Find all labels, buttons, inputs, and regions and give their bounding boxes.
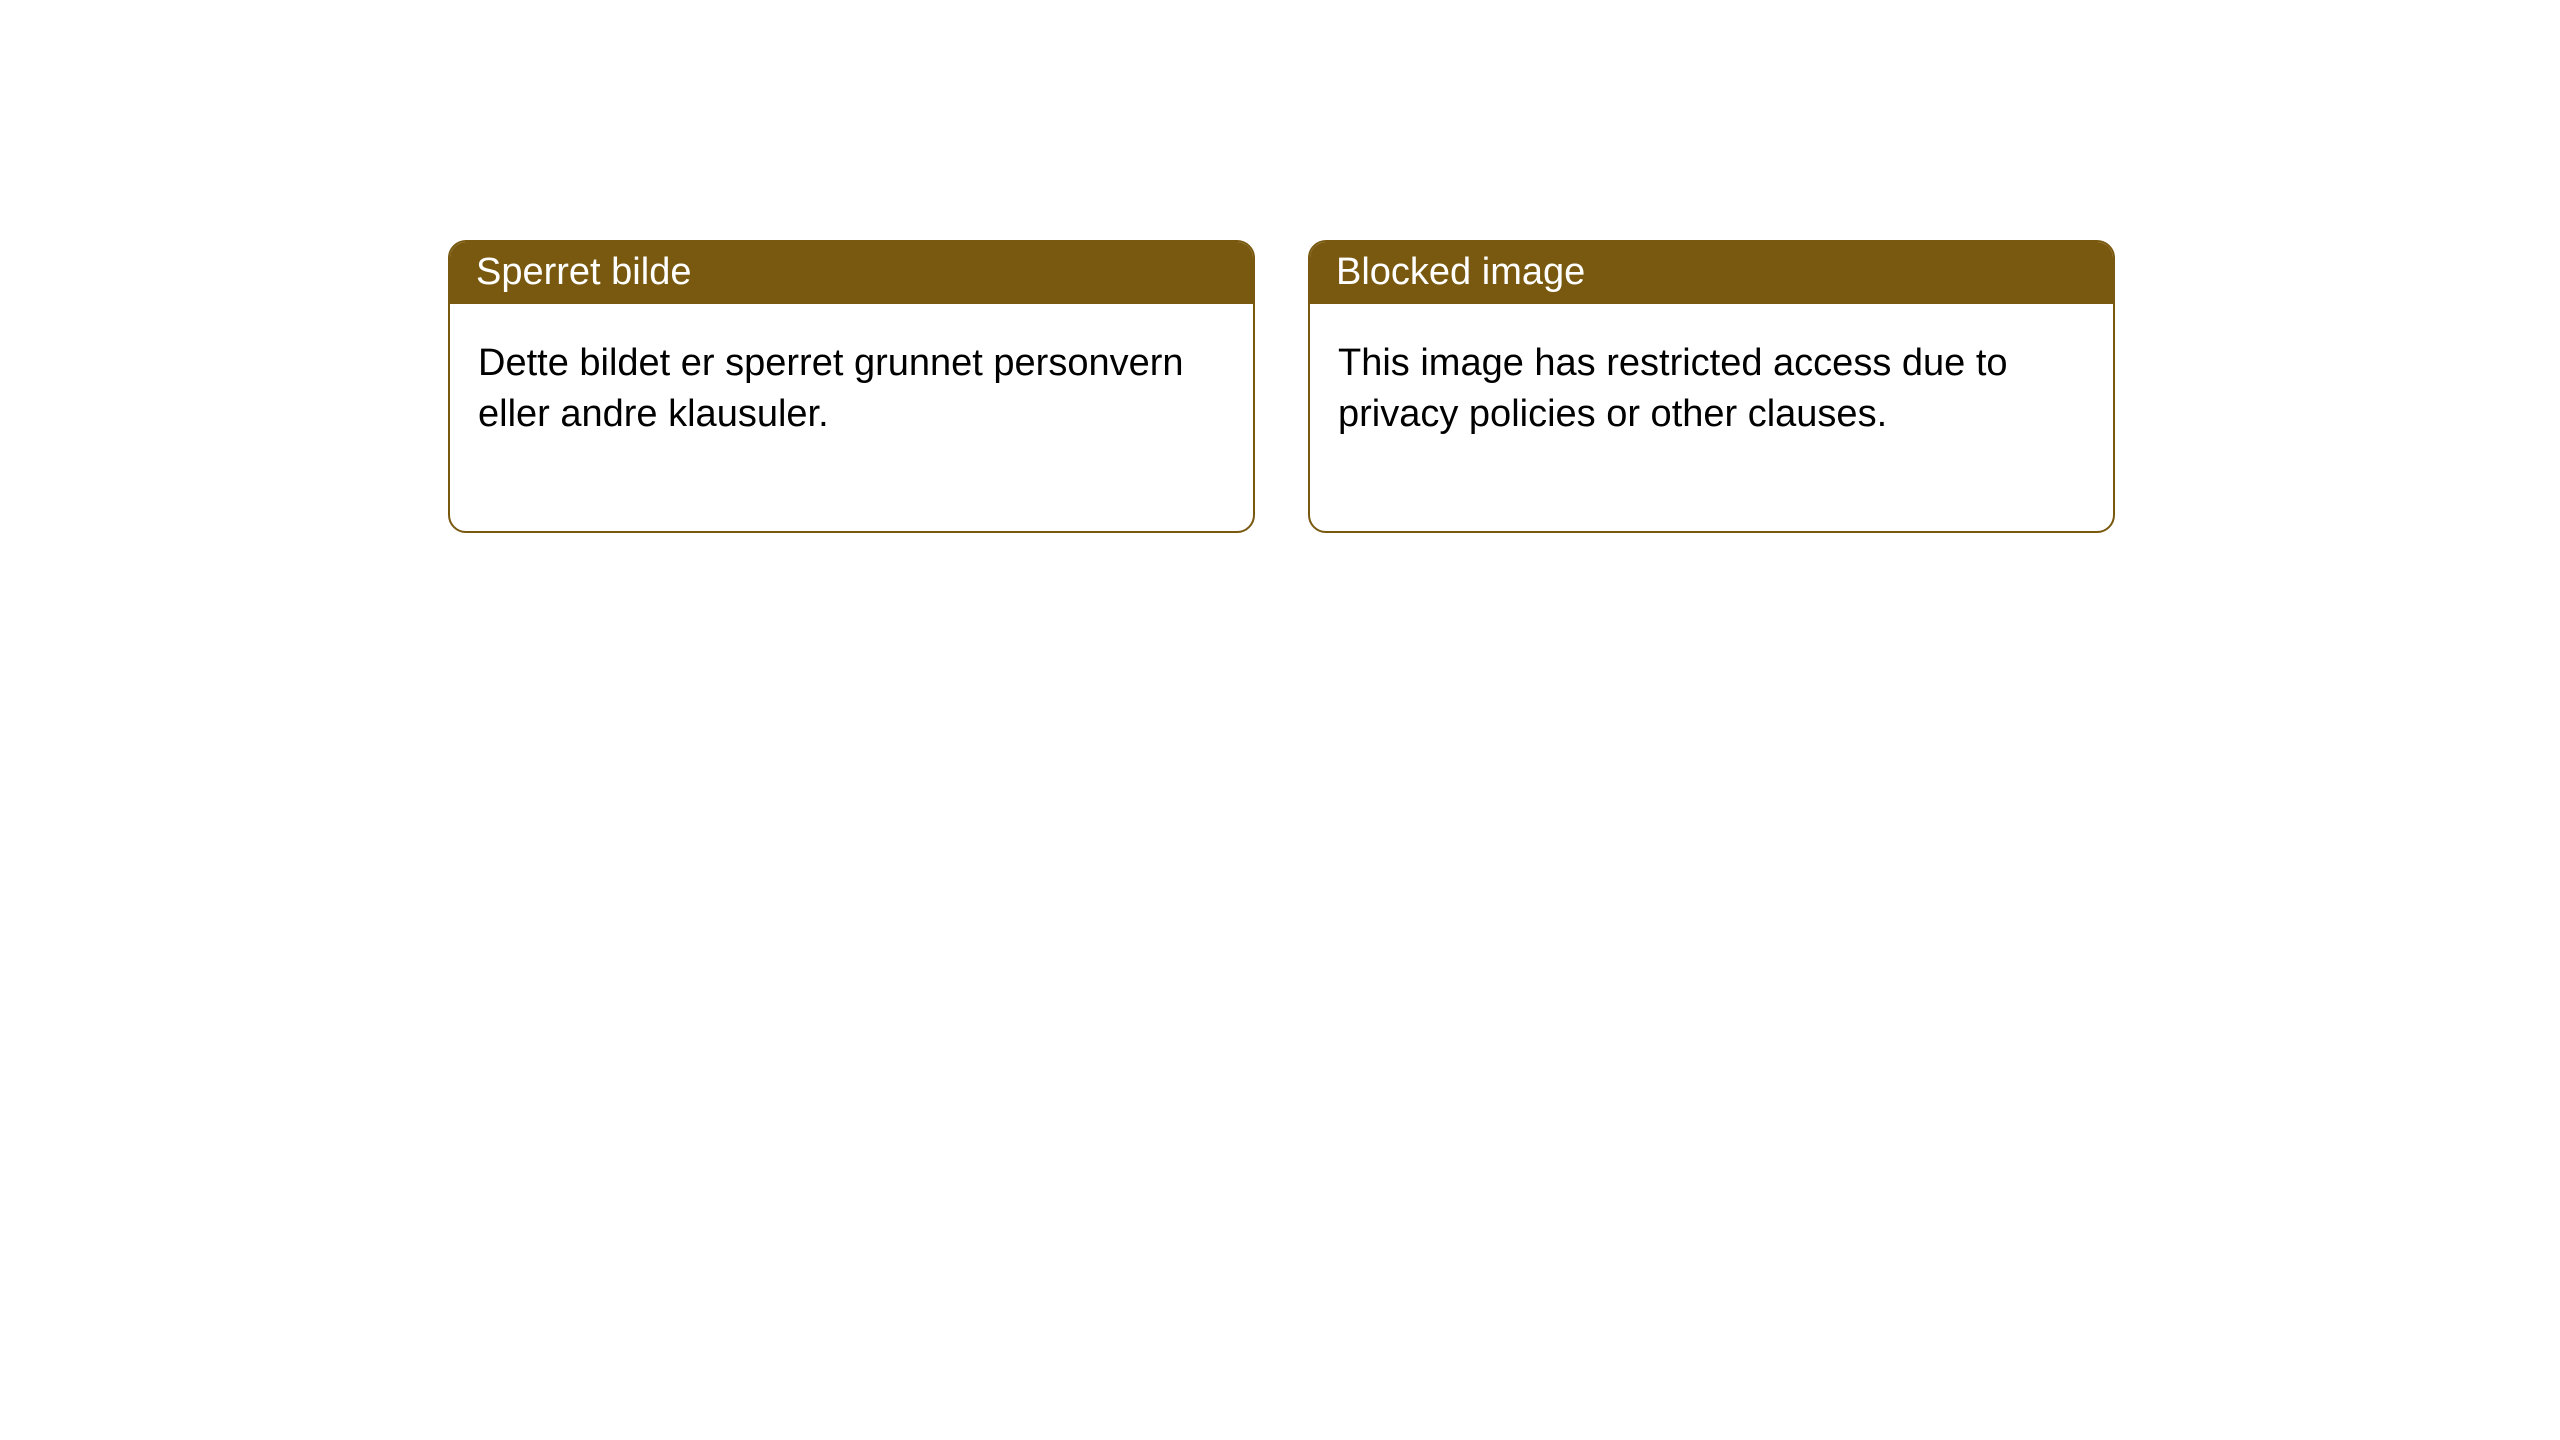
notice-card-body: Dette bildet er sperret grunnet personve… <box>450 304 1253 531</box>
notice-card-body: This image has restricted access due to … <box>1310 304 2113 531</box>
notice-card-english: Blocked image This image has restricted … <box>1308 240 2115 533</box>
notice-card-norwegian: Sperret bilde Dette bildet er sperret gr… <box>448 240 1255 533</box>
notice-card-header: Blocked image <box>1310 242 2113 304</box>
notice-card-header: Sperret bilde <box>450 242 1253 304</box>
notice-cards-container: Sperret bilde Dette bildet er sperret gr… <box>0 0 2560 533</box>
